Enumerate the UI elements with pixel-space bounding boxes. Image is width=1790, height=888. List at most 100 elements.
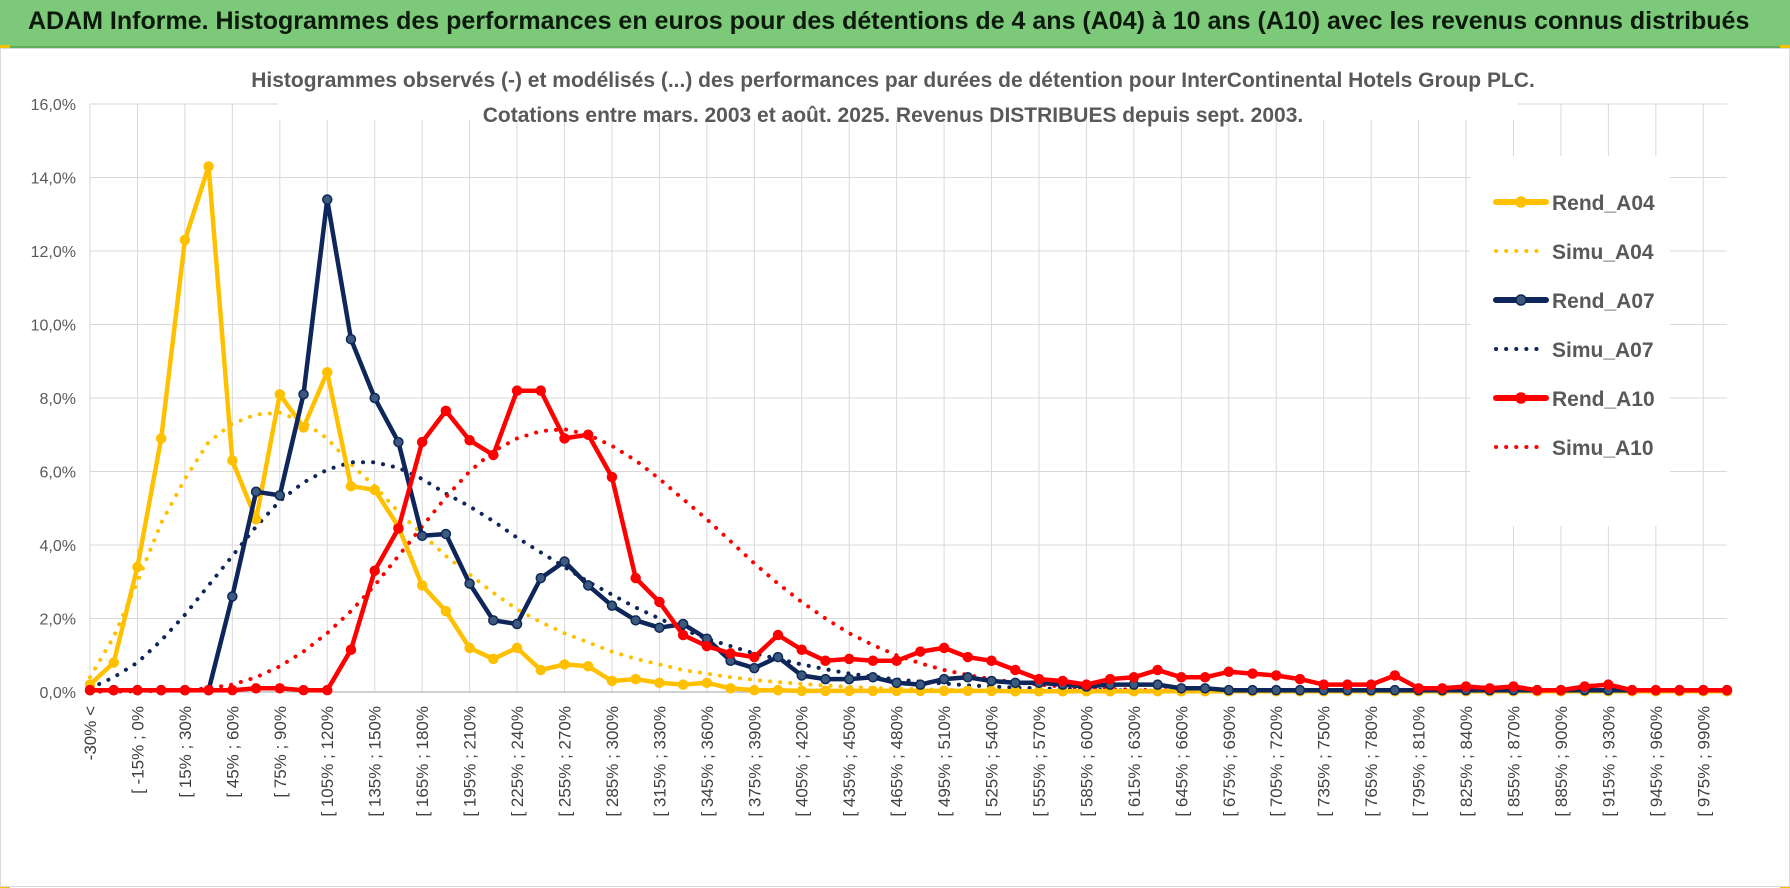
data-point-rend_a10 [1223, 666, 1235, 678]
data-point-rend_a07 [1294, 684, 1306, 696]
y-tick-label: 4,0% [40, 538, 76, 555]
data-point-rend_a10 [1437, 683, 1448, 694]
x-tick-label: [ 495% ; 510% [935, 706, 954, 817]
data-point-rend_a04 [250, 514, 262, 525]
x-tick-label: [ 825% ; 840% [1457, 706, 1476, 817]
data-point-rend_a04 [677, 679, 689, 690]
data-point-rend_a07 [559, 556, 570, 567]
data-point-rend_a04 [108, 657, 119, 668]
data-point-rend_a10 [796, 644, 807, 655]
x-tick-label: [ 765% ; 780% [1362, 706, 1381, 817]
data-point-rend_a04 [369, 484, 380, 496]
data-point-rend_a10 [1199, 672, 1211, 683]
legend-label-simu_a10: Simu_A10 [1552, 437, 1654, 460]
data-point-rend_a04 [298, 422, 309, 433]
legend-label-simu_a04: Simu_A04 [1552, 241, 1654, 264]
x-tick-label: [ 345% ; 360% [698, 706, 717, 817]
data-point-rend_a10 [345, 644, 357, 655]
data-point-rend_a10 [274, 683, 286, 694]
data-point-rend_a07 [416, 530, 428, 542]
data-point-rend_a10 [749, 651, 760, 663]
x-tick-label: [ 285% ; 300% [603, 706, 622, 817]
data-point-rend_a04 [843, 685, 855, 697]
x-tick-label: [ 45% ; 60% [223, 706, 242, 798]
series-line-rend_a07 [87, 197, 1730, 693]
legend: Rend_A04 Simu_A04 Rend_A07 Simu_A07 Rend_A10… [1470, 156, 1670, 526]
data-point-rend_a10 [1698, 684, 1709, 696]
report-header: ADAM Informe. Histogrammes des performan… [0, 0, 1790, 48]
data-point-rend_a10 [1674, 684, 1685, 696]
data-point-rend_a07 [227, 591, 238, 602]
data-point-rend_a10 [582, 429, 594, 440]
data-point-rend_a10 [1010, 664, 1021, 676]
data-point-rend_a04 [227, 455, 238, 466]
data-point-rend_a04 [630, 673, 641, 685]
x-tick-label: [ 375% ; 390% [745, 706, 764, 817]
data-point-rend_a07 [321, 194, 333, 205]
data-point-rend_a07 [1223, 684, 1235, 696]
data-point-rend_a10 [1270, 670, 1282, 681]
x-tick-label: [ 315% ; 330% [650, 706, 669, 817]
x-tick-label: [ 165% ; 180% [413, 706, 432, 817]
x-tick-label: [ 975% ; 990% [1694, 706, 1713, 817]
data-point-rend_a07 [1176, 683, 1187, 694]
data-point-rend_a04 [345, 480, 357, 492]
data-point-rend_a04 [559, 659, 570, 670]
chart-subtitle: Cotations entre mars. 2003 et août. 2025… [483, 104, 1303, 127]
data-point-rend_a07 [535, 572, 547, 584]
y-tick-label: 8,0% [40, 391, 76, 408]
data-point-rend_a04 [440, 605, 452, 617]
x-tick-label: [ -15% ; 0% [128, 706, 147, 794]
data-point-rend_a10 [1294, 673, 1306, 685]
series-line-simu_a10 [88, 427, 1729, 694]
data-point-rend_a10 [155, 684, 167, 696]
data-point-rend_a10 [1460, 681, 1472, 692]
x-tick-label: [ 465% ; 480% [888, 706, 907, 817]
data-point-rend_a10 [250, 683, 262, 694]
data-point-rend_a04 [725, 683, 736, 694]
data-point-rend_a07 [345, 333, 357, 345]
data-point-rend_a10 [867, 655, 879, 667]
data-point-rend_a04 [511, 642, 523, 654]
x-tick-label: [ 15% ; 30% [176, 706, 195, 798]
data-point-rend_a10 [843, 653, 855, 665]
data-point-rend_a07 [796, 670, 807, 681]
x-tick-label: [ 705% ; 720% [1267, 706, 1286, 817]
data-point-rend_a10 [203, 684, 214, 696]
data-point-rend_a07 [749, 662, 760, 674]
x-tick-label: [ 555% ; 570% [1030, 706, 1049, 817]
data-point-rend_a10 [298, 684, 309, 696]
data-point-rend_a07 [677, 618, 689, 630]
data-point-rend_a10 [1721, 684, 1733, 696]
data-point-rend_a10 [1579, 681, 1590, 692]
histogram-chart: Histogrammes observés (-) et modélisés (… [0, 48, 1790, 887]
data-point-rend_a04 [986, 685, 997, 697]
data-point-rend_a07 [369, 392, 380, 404]
legend-marker [1515, 294, 1527, 306]
x-tick-label: [ 195% ; 210% [461, 706, 480, 817]
y-axis-ticks: 0,0% 2,0% 4,0% 6,0% 8,0% 10,0% 12,0% 14,0% 16,0% [31, 97, 76, 702]
corner-accent-left [0, 45, 10, 48]
data-point-rend_a04 [1010, 686, 1021, 697]
data-point-rend_a10 [772, 629, 784, 641]
legend-label-rend_a10: Rend_A10 [1552, 388, 1655, 411]
data-point-rend_a07 [772, 651, 784, 663]
data-point-rend_a10 [1033, 673, 1045, 685]
data-point-rend_a07 [1247, 684, 1258, 696]
data-point-rend_a10 [1365, 679, 1377, 690]
data-point-rend_a10 [606, 471, 618, 483]
legend-label-rend_a07: Rend_A07 [1552, 290, 1655, 313]
y-tick-label: 6,0% [40, 465, 76, 482]
data-point-rend_a10 [179, 684, 191, 696]
x-tick-label: [ 75% ; 90% [271, 706, 290, 798]
data-point-rend_a04 [820, 685, 831, 697]
x-tick-label: [ 225% ; 240% [508, 706, 527, 817]
x-tick-label: [ 645% ; 660% [1172, 706, 1191, 817]
y-tick-label: 12,0% [31, 244, 76, 261]
data-point-rend_a07 [938, 673, 950, 685]
data-point-rend_a10 [1128, 672, 1140, 683]
data-point-rend_a04 [155, 433, 167, 444]
x-tick-label: [ 945% ; 960% [1647, 706, 1666, 817]
x-tick-label: [ 855% ; 870% [1504, 706, 1523, 817]
data-point-rend_a10 [393, 523, 404, 534]
